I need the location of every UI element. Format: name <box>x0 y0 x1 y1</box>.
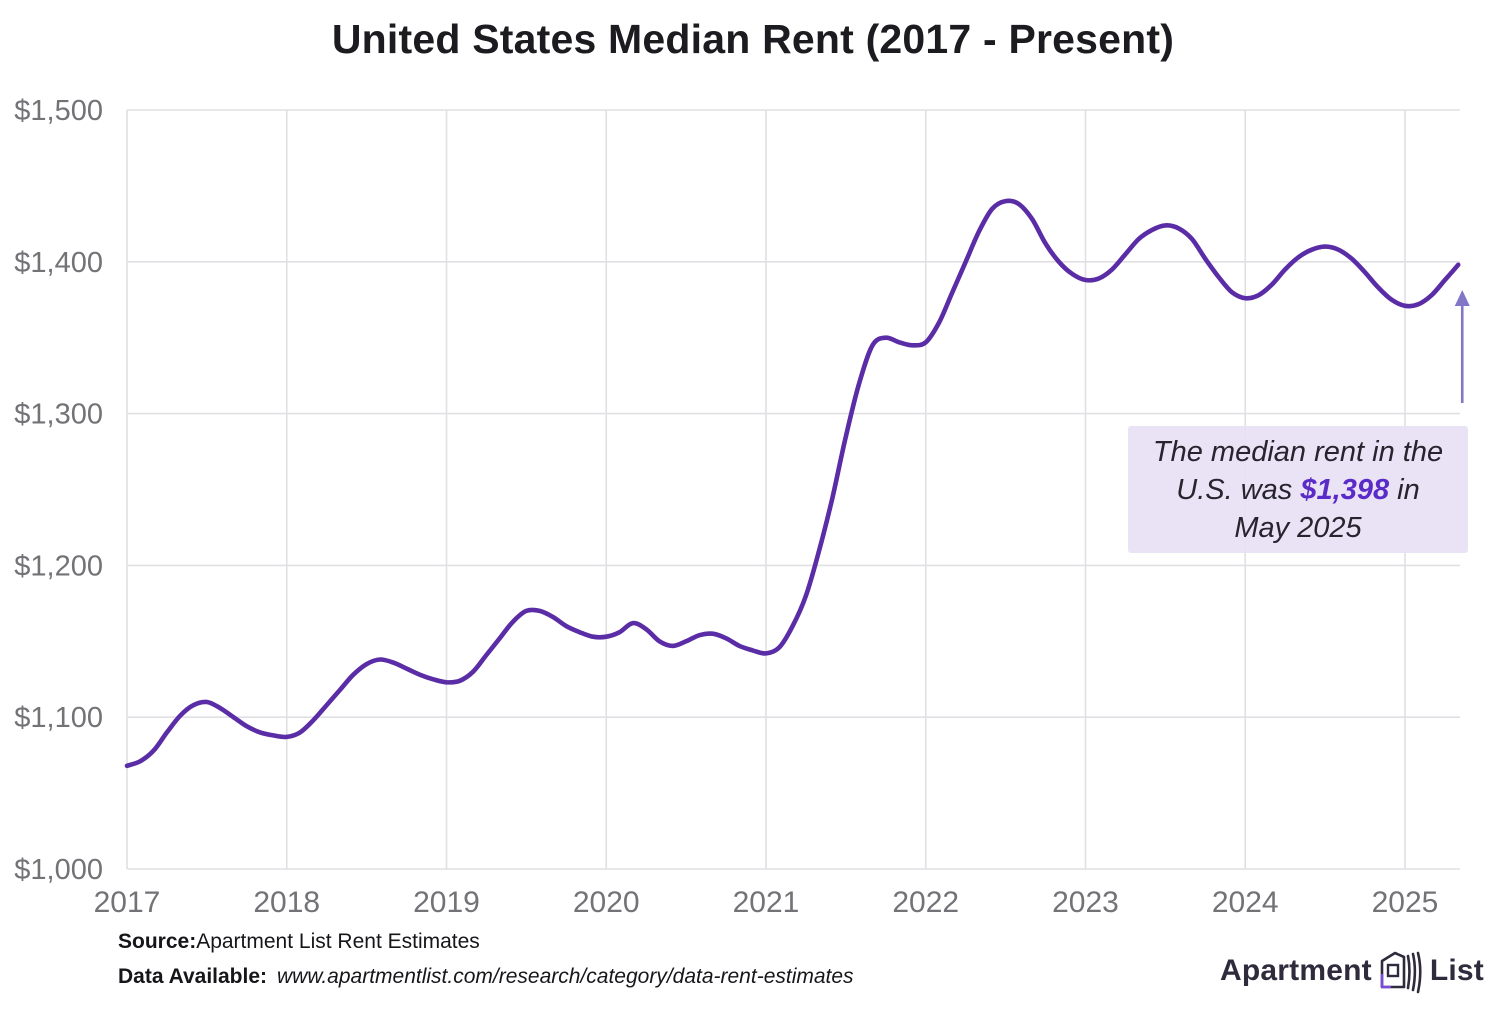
apartment-list-logo-icon <box>1379 948 1423 994</box>
callout-line-3: May 2025 <box>1234 511 1362 544</box>
x-tick-label: 2024 <box>1212 886 1279 919</box>
apartment-list-logo: Apartment List <box>1220 948 1484 994</box>
callout-line-2: U.S. was $1,398 in <box>1176 473 1420 506</box>
x-tick-label: 2021 <box>733 886 800 919</box>
x-tick-label: 2017 <box>94 886 161 919</box>
x-tick-label: 2025 <box>1372 886 1439 919</box>
x-tick-label: 2020 <box>573 886 640 919</box>
y-tick-label: $1,400 <box>14 247 103 279</box>
data-available-line: Data Available: www.apartmentlist.com/res… <box>118 965 854 989</box>
source-text: Apartment List Rent Estimates <box>196 930 480 953</box>
median-rent-series-line <box>124 198 1461 769</box>
source-line: Source:Apartment List Rent Estimates <box>118 930 854 954</box>
y-tick-label: $1,500 <box>14 95 103 127</box>
source-label: Source: <box>118 930 197 953</box>
x-tick-label: 2018 <box>253 886 320 919</box>
footer-credits: Source:Apartment List Rent Estimates Dat… <box>118 930 854 1000</box>
logo-word-apartment: Apartment <box>1220 954 1372 987</box>
up-arrow-head <box>1454 290 1470 306</box>
data-available-label: Data Available: <box>118 965 267 988</box>
highlighted-rent-value: $1,398 <box>1300 473 1390 506</box>
x-tick-label: 2022 <box>892 886 959 919</box>
logo-word-list: List <box>1429 954 1484 987</box>
chart-title: United States Median Rent (2017 - Presen… <box>331 16 1175 62</box>
x-tick-label: 2023 <box>1052 886 1119 919</box>
y-tick-label: $1,000 <box>14 854 103 886</box>
y-tick-label: $1,100 <box>14 702 103 734</box>
data-available-url: www.apartmentlist.com/research/category/… <box>277 965 854 988</box>
x-tick-label: 2019 <box>413 886 480 919</box>
y-tick-label: $1,200 <box>14 550 103 582</box>
callout-line-1: The median rent in the <box>1152 435 1444 468</box>
median-rent-callout: The median rent in the U.S. was $1,398 i… <box>1128 426 1468 553</box>
y-tick-label: $1,300 <box>14 399 103 431</box>
